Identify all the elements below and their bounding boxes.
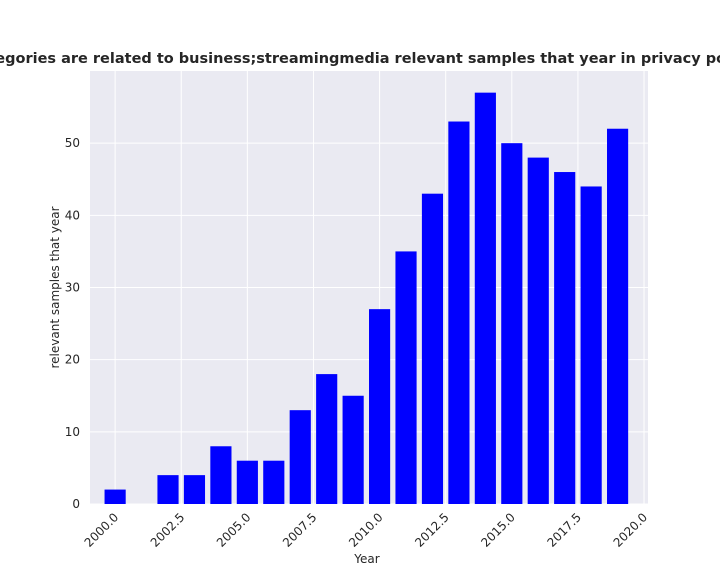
x-tick-labels: 2000.0 2002.5 2005.0 2007.5 2010.0 2012.5 2015… [82, 510, 651, 550]
bar [210, 446, 232, 504]
chart-title: categories are related to business;strea… [0, 51, 720, 67]
bar [342, 395, 364, 504]
x-tick-label: 2015.0 [478, 510, 518, 550]
x-tick-label: 2005.0 [214, 510, 254, 550]
x-tick-label: 2000.0 [82, 510, 122, 550]
bar [448, 121, 470, 505]
bar [263, 460, 285, 504]
bar [183, 475, 206, 504]
x-tick-label: 2010.0 [346, 510, 386, 550]
y-tick-label: 30 [65, 281, 80, 295]
y-tick-label: 10 [65, 425, 80, 439]
bar [236, 460, 258, 504]
bar [421, 193, 444, 504]
y-tick-labels: 0 10 20 30 40 50 [65, 136, 80, 511]
bars [104, 92, 629, 505]
bar [157, 475, 179, 504]
bar [474, 92, 496, 505]
bar [104, 489, 126, 504]
x-tick-label: 2012.5 [412, 510, 452, 550]
y-tick-label: 20 [65, 353, 80, 367]
y-tick-label: 0 [72, 497, 80, 511]
bar [316, 374, 338, 504]
x-tick-label: 2002.5 [148, 510, 188, 550]
bar [369, 309, 391, 504]
bar [580, 186, 602, 504]
bar [554, 172, 576, 505]
x-tick-label: 2017.5 [544, 510, 584, 550]
x-tick-label: 2020.0 [611, 510, 651, 550]
y-axis-label: relevant samples that year [48, 206, 62, 368]
x-axis-label: Year [353, 552, 379, 566]
bar [527, 157, 549, 504]
x-tick-label: 2007.5 [280, 510, 320, 550]
bar [289, 410, 311, 504]
bar [501, 143, 523, 504]
y-tick-label: 40 [65, 208, 80, 222]
bar [607, 128, 629, 504]
bar [395, 251, 417, 504]
y-tick-label: 50 [65, 136, 80, 150]
